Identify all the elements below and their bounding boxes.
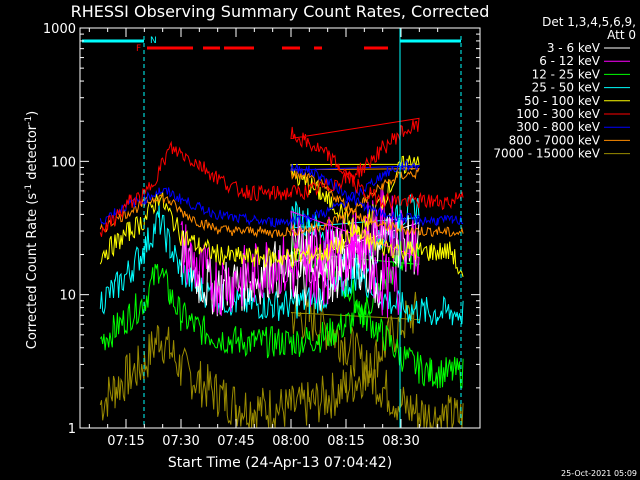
- y-axis-label-sup2: -1: [24, 116, 34, 125]
- series-line-olive-0: [99, 291, 464, 430]
- y-axis-label-sup1: -1: [24, 184, 34, 193]
- plot-frame: [79, 27, 481, 429]
- series-line-green-0: [99, 237, 464, 389]
- flag-label-F: F: [136, 44, 141, 54]
- legend-label: 6 - 12 keV: [539, 54, 601, 68]
- y-tick-label: 10: [59, 289, 76, 304]
- plot-area: FN: [82, 28, 464, 430]
- y-axis-label-prefix: Corrected Count Rate (s: [25, 193, 40, 350]
- legend-label: 7000 - 15000 keV: [493, 147, 600, 161]
- legend-label: 25 - 50 keV: [532, 81, 601, 95]
- y-axis-label: Corrected Count Rate (s-1 detector-1): [24, 111, 40, 349]
- y-tick-label: 100: [51, 155, 76, 170]
- y-tick-label: 1000: [43, 22, 76, 37]
- y-tick-label: 1: [68, 422, 76, 437]
- legend-label: 50 - 100 keV: [524, 94, 601, 108]
- series-line-blue-0: [99, 160, 464, 228]
- legend-label: 300 - 800 keV: [516, 120, 600, 134]
- legend-header-line1: Det 1,3,4,5,6,9,: [542, 15, 636, 29]
- axes: 1 10 100 1000 07:15 07:30 07:45 08:00 08:15 08:30: [43, 22, 481, 449]
- footer-date: 25-Oct-2021 05:09: [561, 469, 637, 478]
- legend-label: 12 - 25 keV: [532, 67, 601, 81]
- x-tick-label: 08:15: [327, 434, 364, 449]
- x-tick-label: 07:30: [162, 434, 199, 449]
- legend-label: 3 - 6 keV: [547, 41, 601, 55]
- series-line-yellow-0: [99, 155, 464, 277]
- y-axis-label-suffix: ): [25, 111, 40, 116]
- series-line-red-0: [99, 117, 464, 237]
- chart-title: RHESSI Observing Summary Count Rates, Co…: [71, 2, 490, 21]
- x-tick-label: 07:15: [107, 434, 144, 449]
- x-tick-label: 08:30: [382, 434, 419, 449]
- x-tick-label: 07:45: [217, 434, 254, 449]
- series-line-orange-0: [99, 167, 464, 238]
- legend-header-line2: Att 0: [607, 28, 636, 42]
- legend-label: 800 - 7000 keV: [509, 133, 601, 147]
- flag-label-N: N: [150, 36, 157, 46]
- x-tick-label: 08:00: [272, 434, 309, 449]
- x-axis-label: Start Time (24-Apr-13 07:04:42): [168, 455, 392, 471]
- y-axis-label-mid: detector: [25, 124, 40, 184]
- legend-label: 100 - 300 keV: [516, 107, 600, 121]
